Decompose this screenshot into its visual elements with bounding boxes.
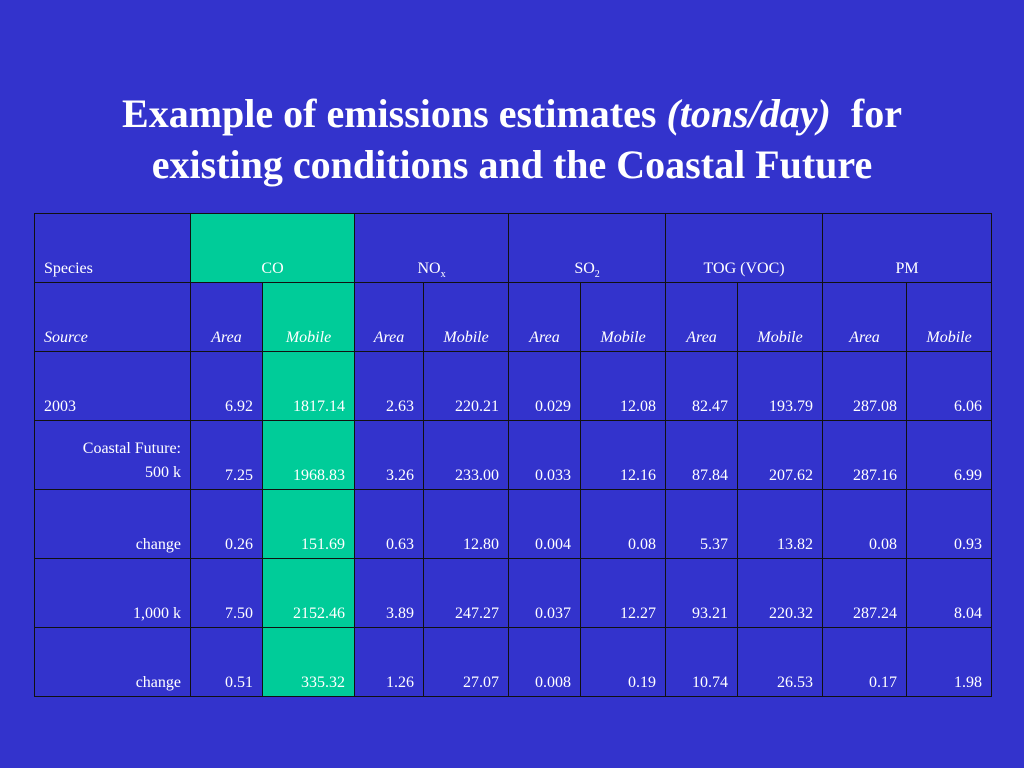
row-label: 1,000 k (34, 558, 191, 628)
table-cell: 0.93 (906, 489, 993, 559)
table-cell: 87.84 (665, 420, 739, 490)
table-cell: 287.08 (822, 351, 908, 421)
table-cell: 0.19 (580, 627, 667, 697)
species-label: Species (34, 213, 191, 283)
table-cell: 3.89 (354, 558, 425, 628)
species-header-row: Species CO NOx SO2 TOG (VOC) PM (34, 213, 993, 283)
table-cell: 0.08 (822, 489, 908, 559)
species-tog: TOG (VOC) (665, 213, 824, 283)
table-cell: 7.25 (190, 420, 263, 490)
table-row: 1,000 k 7.50 2152.46 3.89 247.27 0.037 1… (34, 558, 993, 628)
row-label: 2003 (34, 351, 191, 421)
source-co-mobile: Mobile (261, 282, 356, 352)
table-cell: 151.69 (261, 489, 356, 559)
species-nox: NOx (354, 213, 510, 283)
title-line-2: existing conditions and the Coastal Futu… (151, 142, 873, 187)
nox-base: NO (417, 260, 441, 277)
table-cell: 82.47 (665, 351, 739, 421)
table-cell: 0.26 (190, 489, 263, 559)
title-units: (tons/day) (666, 91, 831, 136)
source-tog-area: Area (665, 282, 739, 352)
row-label-line-1: Coastal Future: (82, 440, 181, 457)
source-tog-mobile: Mobile (737, 282, 824, 352)
table-cell: 0.63 (354, 489, 425, 559)
table-row: change 0.51 335.32 1.26 27.07 0.008 0.19… (34, 627, 993, 697)
table-cell: 220.32 (737, 558, 824, 628)
species-pm: PM (822, 213, 993, 283)
table-cell: 0.008 (508, 627, 582, 697)
table-row: Coastal Future: 500 k 7.25 1968.83 3.26 2… (34, 420, 993, 490)
table-cell: 1968.83 (261, 420, 356, 490)
table-cell: 6.99 (906, 420, 993, 490)
source-co-area: Area (190, 282, 263, 352)
table-cell: 220.21 (423, 351, 510, 421)
table-cell: 207.62 (737, 420, 824, 490)
table-cell: 0.08 (580, 489, 667, 559)
table-cell: 6.92 (190, 351, 263, 421)
table-cell: 12.27 (580, 558, 667, 628)
table-cell: 287.16 (822, 420, 908, 490)
table-cell: 12.08 (580, 351, 667, 421)
source-nox-mobile: Mobile (423, 282, 510, 352)
title-text: Example of emissions estimates (122, 91, 667, 136)
table-cell: 0.17 (822, 627, 908, 697)
table-cell: 12.16 (580, 420, 667, 490)
table-row: change 0.26 151.69 0.63 12.80 0.004 0.08… (34, 489, 993, 559)
table-cell: 5.37 (665, 489, 739, 559)
source-pm-mobile: Mobile (906, 282, 993, 352)
table-cell: 27.07 (423, 627, 510, 697)
table-cell: 1.98 (906, 627, 993, 697)
title-text-end: for (830, 91, 902, 136)
source-header-row: Source Area Mobile Area Mobile Area Mobi… (34, 282, 993, 352)
emissions-table: Species CO NOx SO2 TOG (VOC) PM Source A… (34, 213, 993, 697)
row-label-line-2: 500 k (145, 464, 181, 481)
table-cell: 8.04 (906, 558, 993, 628)
source-nox-area: Area (354, 282, 425, 352)
table-cell: 193.79 (737, 351, 824, 421)
table-cell: 233.00 (423, 420, 510, 490)
table-cell: 13.82 (737, 489, 824, 559)
table-cell: 0.029 (508, 351, 582, 421)
table-cell: 1.26 (354, 627, 425, 697)
row-label: change (34, 627, 191, 697)
table-cell: 0.033 (508, 420, 582, 490)
row-label: Coastal Future: 500 k (34, 420, 191, 490)
species-co: CO (189, 213, 356, 283)
table-cell: 12.80 (423, 489, 510, 559)
table-cell: 7.50 (190, 558, 263, 628)
nox-subscript: x (440, 269, 446, 280)
table-cell: 287.24 (822, 558, 908, 628)
table-cell: 0.004 (508, 489, 582, 559)
table-cell: 3.26 (354, 420, 425, 490)
so2-subscript: 2 (594, 269, 600, 280)
source-so2-area: Area (508, 282, 582, 352)
table-cell: 6.06 (906, 351, 993, 421)
table-cell: 2.63 (354, 351, 425, 421)
slide-title: Example of emissions estimates (tons/day… (0, 88, 1024, 190)
table-cell: 0.037 (508, 558, 582, 628)
source-label: Source (34, 282, 191, 352)
source-so2-mobile: Mobile (580, 282, 667, 352)
row-label: change (34, 489, 191, 559)
table-cell: 247.27 (423, 558, 510, 628)
table-row: 2003 6.92 1817.14 2.63 220.21 0.029 12.0… (34, 351, 993, 421)
table-cell: 1817.14 (261, 351, 356, 421)
table-cell: 10.74 (665, 627, 739, 697)
table-cell: 2152.46 (261, 558, 356, 628)
table-cell: 335.32 (261, 627, 356, 697)
table-cell: 93.21 (665, 558, 739, 628)
title-line-1: Example of emissions estimates (tons/day… (0, 88, 1024, 139)
so2-base: SO (574, 260, 595, 277)
species-so2: SO2 (508, 213, 667, 283)
table-cell: 0.51 (190, 627, 263, 697)
table-cell: 26.53 (737, 627, 824, 697)
source-pm-area: Area (822, 282, 908, 352)
